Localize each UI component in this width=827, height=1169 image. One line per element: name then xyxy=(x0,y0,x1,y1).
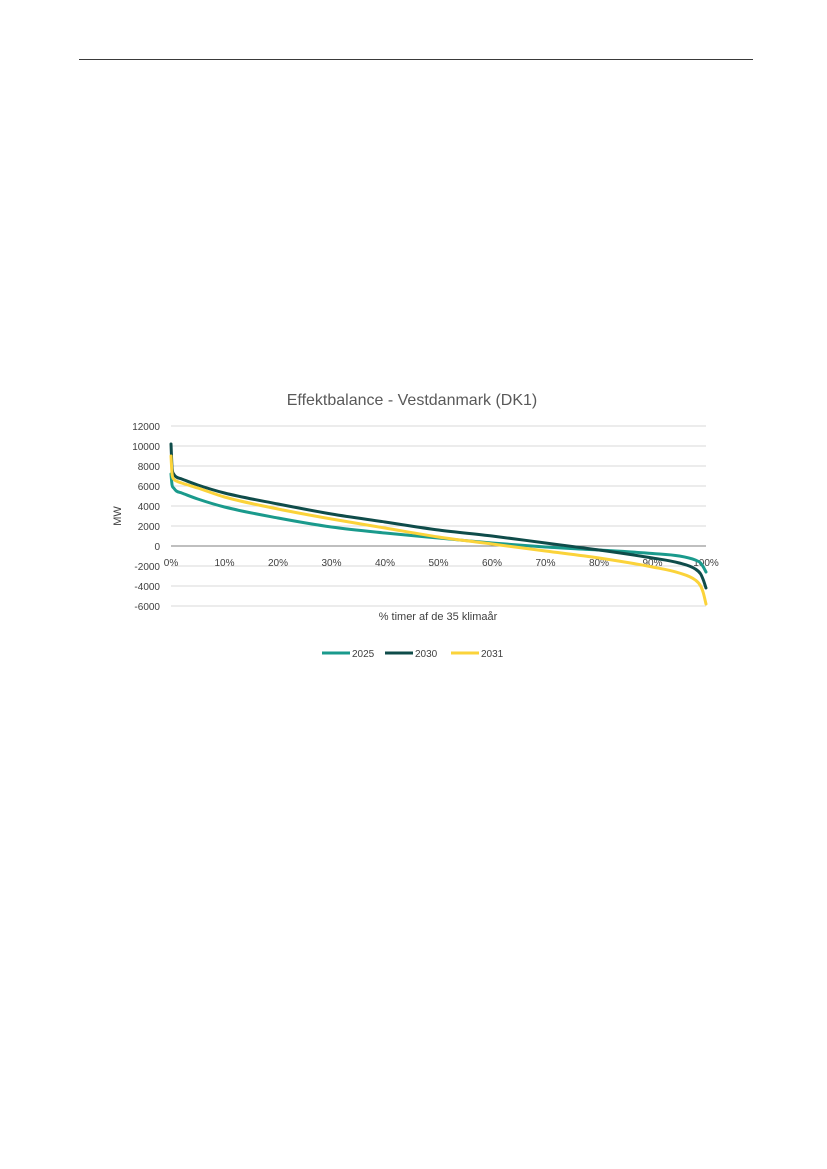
legend-label-2025: 2025 xyxy=(352,649,375,660)
x-tick-label: 100% xyxy=(693,558,719,569)
legend-label-2030: 2030 xyxy=(415,649,438,660)
chart-title: Effektbalance - Vestdanmark (DK1) xyxy=(287,392,538,409)
y-tick-label: 10000 xyxy=(132,442,160,453)
y-axis-label: MW xyxy=(112,506,124,526)
series-line-2031 xyxy=(169,454,708,606)
y-tick-label: 0 xyxy=(154,542,160,553)
y-tick-label: 2000 xyxy=(138,522,161,533)
x-tick-label: 20% xyxy=(268,558,288,569)
x-tick-label: 40% xyxy=(375,558,395,569)
x-tick-label: 90% xyxy=(642,558,662,569)
y-tick-label: -6000 xyxy=(134,602,160,613)
series-line-2030 xyxy=(169,442,708,590)
gridlines xyxy=(171,425,706,607)
x-axis-label: % timer af de 35 klimaår xyxy=(379,611,498,623)
y-tick-label: 6000 xyxy=(138,482,161,493)
legend: 2025 2030 2031 xyxy=(322,649,504,660)
header-rule xyxy=(79,59,753,60)
x-tick-label: 10% xyxy=(214,558,234,569)
x-tick-label: 0% xyxy=(164,558,179,569)
y-tick-label: 4000 xyxy=(138,502,161,513)
x-axis-ticks: 0% 10% 20% 30% 40% 50% 60% 70% 80% 90% 100% xyxy=(164,558,719,569)
x-tick-label: 50% xyxy=(428,558,448,569)
series-lines xyxy=(169,442,708,606)
legend-label-2031: 2031 xyxy=(481,649,504,660)
y-tick-label: -4000 xyxy=(134,582,160,593)
x-tick-label: 70% xyxy=(535,558,555,569)
y-axis-ticks: 12000 10000 8000 6000 4000 2000 0 -2000 -4000 -60… xyxy=(132,422,160,613)
x-tick-label: 30% xyxy=(321,558,341,569)
y-tick-label: 12000 xyxy=(132,422,160,433)
y-tick-label: -2000 xyxy=(134,562,160,573)
x-tick-label: 80% xyxy=(589,558,609,569)
x-tick-label: 60% xyxy=(482,558,502,569)
y-tick-label: 8000 xyxy=(138,462,161,473)
series-line-2025 xyxy=(169,472,708,574)
